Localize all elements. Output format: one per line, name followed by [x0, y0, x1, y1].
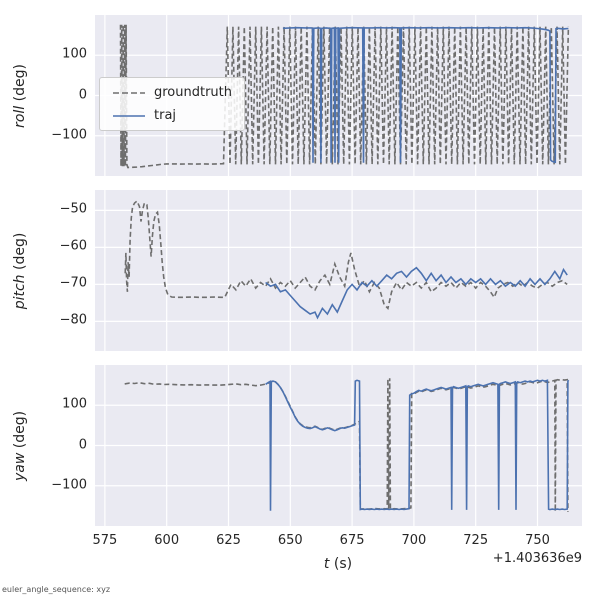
legend-label-traj: traj	[154, 108, 177, 123]
x-tick-label: 625	[216, 533, 241, 548]
roll-traj-line	[282, 26, 569, 164]
euler-sequence-note: euler_angle_sequence: xyz	[2, 585, 111, 594]
x-tick-label: 700	[401, 533, 427, 548]
yaw-traj-line	[265, 379, 570, 511]
roll-y-tick-label: 100	[62, 46, 87, 62]
pitch-axes	[95, 190, 582, 351]
x-tick-label: 750	[525, 533, 550, 548]
x-axis-offset-text: +1.403636e9	[492, 551, 582, 566]
roll-groundtruth-line	[119, 24, 570, 169]
x-tick-label: 575	[92, 533, 118, 548]
x-axis-label-unit: (s)	[329, 556, 353, 572]
pitch-plot-background	[95, 190, 582, 351]
pitch-y-axis-label: pitch (deg)	[12, 232, 28, 309]
groundtruth-line-sample	[113, 91, 145, 94]
legend-label-groundtruth: groundtruth	[154, 85, 233, 100]
pitch-groundtruth-line	[124, 199, 568, 310]
pitch-y-tick-label: −70	[59, 275, 87, 291]
x-axis-label: t (s)	[324, 556, 352, 572]
traj-line-sample	[113, 114, 145, 117]
x-tick-label: 675	[339, 533, 365, 548]
x-axis-label-variable: t	[323, 556, 330, 572]
yaw-y-tick-label: 0	[78, 437, 87, 453]
yaw-y-tick-label: 100	[62, 396, 87, 412]
x-tick-label: 600	[154, 533, 180, 548]
legend: groundtruth traj	[99, 77, 246, 131]
legend-item-groundtruth: groundtruth	[112, 85, 232, 100]
roll-y-axis-label: roll (deg)	[12, 63, 28, 128]
roll-y-tick-label: −100	[51, 127, 87, 143]
roll-y-tick-label: 0	[78, 87, 87, 103]
legend-item-traj: traj	[112, 108, 232, 123]
yaw-y-axis-label: yaw (deg)	[12, 410, 28, 481]
pitch-y-tick-label: −80	[59, 312, 87, 328]
x-tick-label: 725	[463, 533, 489, 548]
yaw-axes	[95, 365, 582, 526]
pitch-traj-line	[265, 266, 568, 320]
yaw-y-tick-label: −100	[51, 477, 87, 493]
pitch-y-tick-label: −50	[59, 201, 87, 217]
pitch-y-tick-label: −60	[59, 238, 87, 254]
x-tick-label: 650	[277, 533, 303, 548]
